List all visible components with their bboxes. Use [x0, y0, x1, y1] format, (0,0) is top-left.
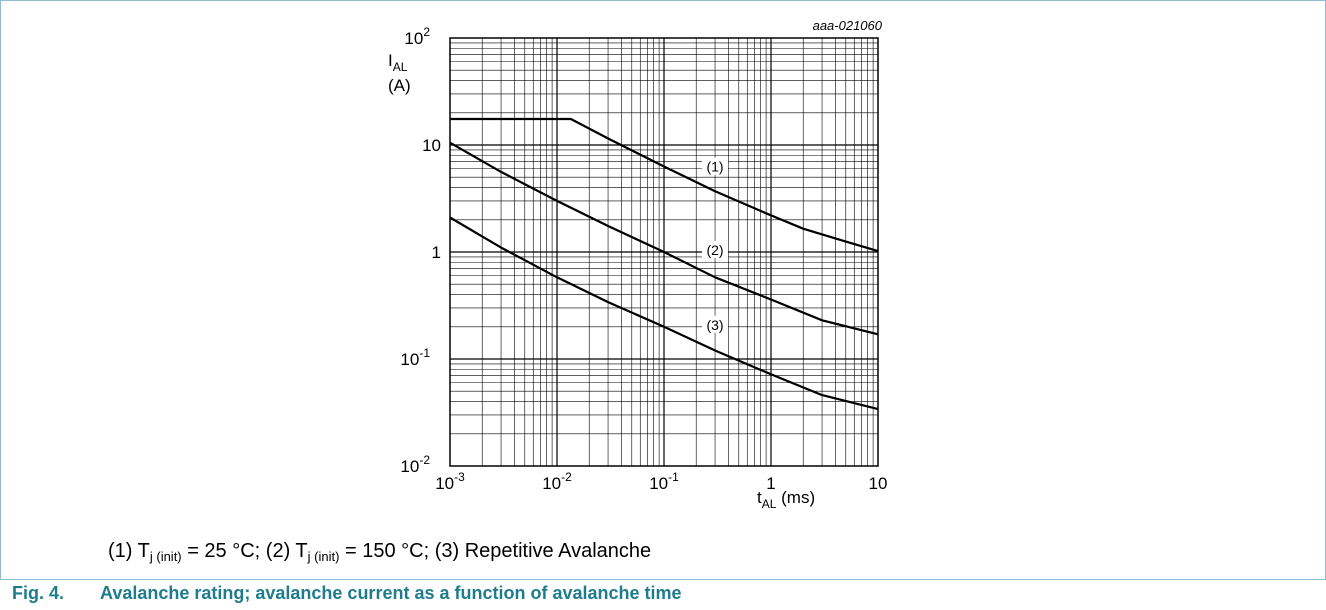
y-tick-label: 102 — [404, 25, 430, 48]
note-sub-1: j (init) — [149, 549, 182, 564]
series-line-2 — [449, 141, 879, 336]
x-tick-label: 10-2 — [542, 470, 572, 493]
frame-left-border — [0, 0, 1, 580]
x-tick-label: 1 — [766, 474, 775, 493]
y-axis-symbol: I — [388, 51, 393, 70]
x-tick-label: 10-1 — [649, 470, 679, 493]
figure-id: aaa-021060 — [813, 18, 883, 33]
figure-caption: Fig. 4. Avalanche rating; avalanche curre… — [12, 583, 682, 604]
series-label-2: (2) — [706, 242, 723, 258]
y-axis-sub: AL — [393, 60, 408, 74]
figure-title: Avalanche rating; avalanche current as a… — [100, 583, 682, 603]
y-tick-label: 10-1 — [400, 346, 430, 369]
x-tick-label: 10-3 — [435, 470, 465, 493]
figure-number: Fig. 4. — [12, 583, 65, 603]
series-label-bg — [702, 315, 729, 333]
y-tick-label: 10-2 — [400, 453, 430, 476]
series-label-bg — [702, 157, 729, 175]
y-axis-unit: (A) — [388, 76, 411, 95]
series-label-bg — [702, 241, 729, 258]
x-tick-label: 10 — [869, 474, 888, 493]
y-tick-label: 1 — [432, 243, 441, 262]
y-axis-label: IAL — [388, 51, 408, 74]
series-label-3: (3) — [706, 317, 723, 333]
avalanche-chart: (1)(2)(3) 10-3 10-2 10-1 1 1010-210-1110102 … — [388, 18, 887, 511]
plot-border — [449, 37, 879, 467]
note-part-1: (1) T — [108, 540, 150, 562]
x-axis-unit: (ms) — [776, 488, 815, 507]
y-tick-label: 10 — [422, 136, 441, 155]
frame-bottom-border — [0, 579, 1326, 580]
series-label-layer: (1) (2) (3) — [702, 157, 729, 333]
series-layer — [449, 117, 879, 411]
series-line-3 — [449, 216, 879, 411]
x-axis-symbol: t — [757, 488, 762, 507]
curve-conditions-note: (1) Tj (init) = 25 °C; (2) Tj (init) = 1… — [108, 540, 651, 564]
note-part-3: = 150 °C; (3) Repetitive Avalanche — [339, 540, 652, 562]
x-axis-label: tAL (ms) — [757, 488, 815, 511]
series-line-1 — [450, 117, 879, 253]
frame-top-border — [0, 0, 1326, 1]
note-part-2: = 25 °C; (2) T — [181, 540, 308, 562]
x-axis-sub: AL — [762, 497, 777, 511]
series-label-1: (1) — [706, 159, 723, 175]
note-sub-2: j (init) — [307, 549, 340, 564]
